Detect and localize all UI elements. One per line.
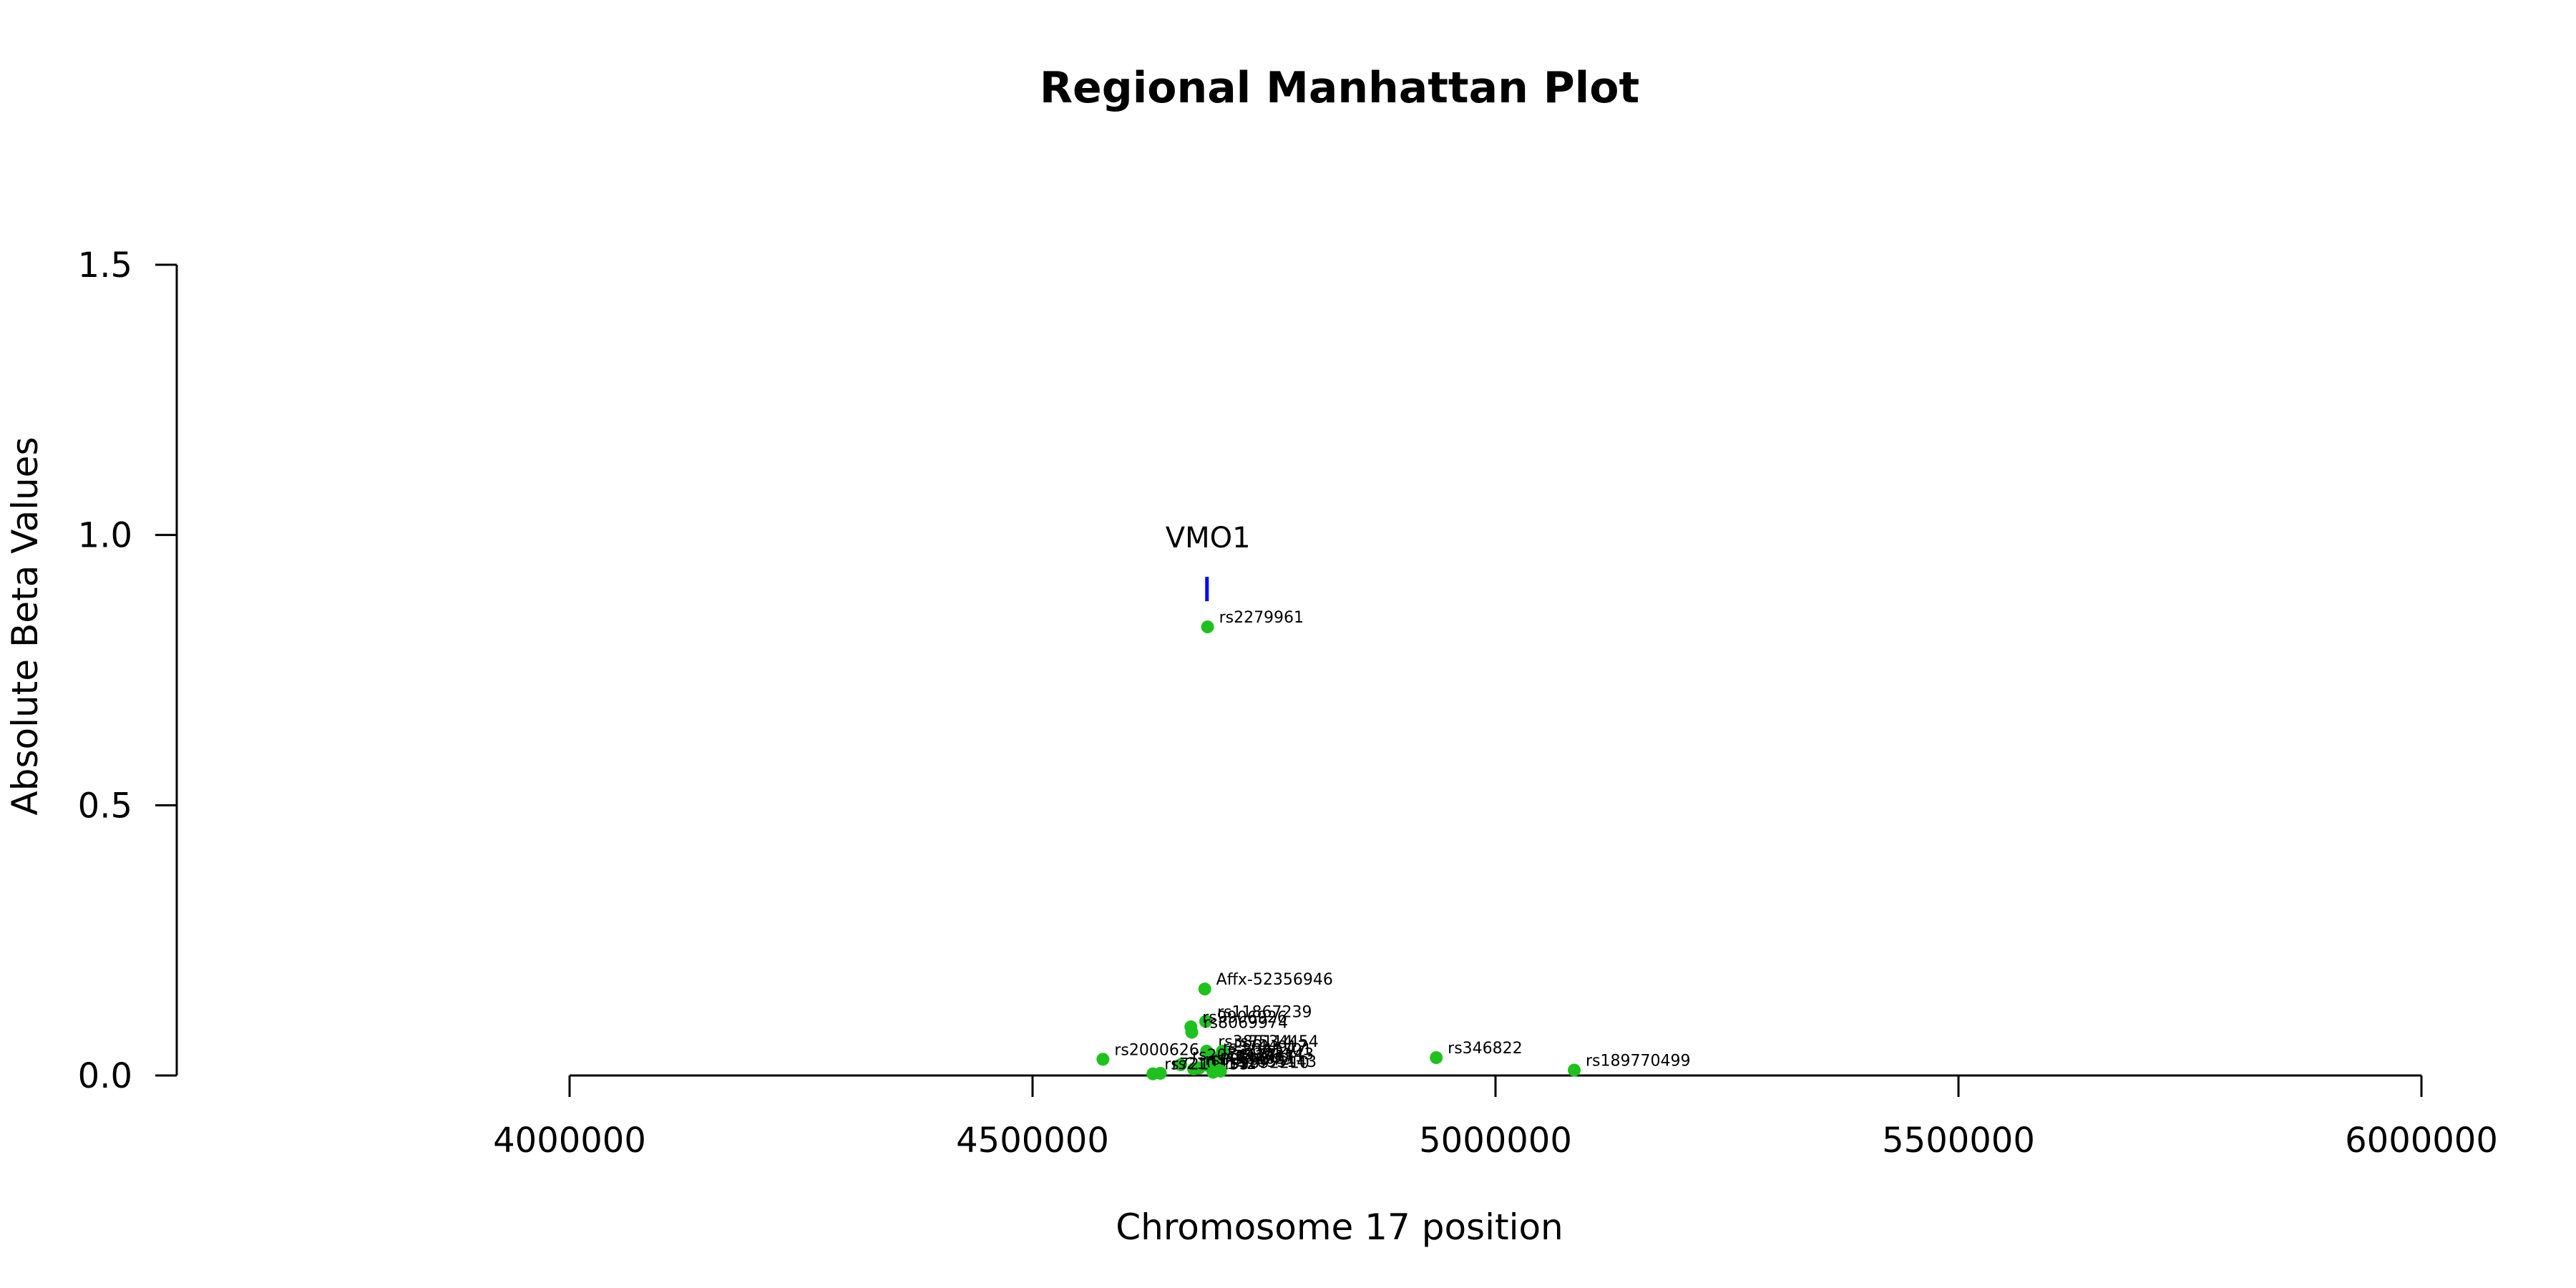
data-point (1567, 1063, 1581, 1077)
gene-label: VMO1 (1166, 522, 1251, 555)
y-tick-label: 1.5 (78, 245, 132, 286)
data-point (1146, 1067, 1160, 1080)
point-label: rs11867239 (1217, 1003, 1312, 1021)
data-point (1201, 620, 1214, 634)
point-label: rs9906926 (1202, 1009, 1287, 1027)
y-axis-ticks: 0.0 0.5 1.0 1.5 (78, 245, 177, 1096)
x-axis-label: Chromosome 17 position (1116, 1206, 1563, 1248)
point-label: rs189770499 (1586, 1052, 1690, 1070)
point-label: rs2041701 (1227, 1041, 1312, 1059)
point-label: rs9303143 (1229, 1045, 1314, 1063)
point-label: rs1055143 (1232, 1053, 1317, 1071)
point-label: rs8069974 (1204, 1015, 1289, 1033)
gene-bar (1205, 577, 1209, 602)
x-tick-label: 6000000 (2345, 1121, 2498, 1161)
y-tick-label: 0.5 (78, 786, 132, 826)
x-tick-label: 5500000 (1882, 1121, 2035, 1161)
x-axis-ticks: 4000000 4500000 5000000 5500000 6000000 (493, 1075, 2498, 1161)
chart-title: Regional Manhattan Plot (1040, 63, 1639, 113)
data-points: rs2279961 Affx-52356946 rs11867239rs990692… (1096, 609, 1690, 1080)
y-tick-label: 0.0 (78, 1056, 132, 1096)
point-label: rs2279961 (1219, 609, 1304, 627)
point-label: rs4986051 (1211, 1050, 1296, 1068)
data-point (1187, 1062, 1201, 1075)
point-label: rs3744917 (1223, 1039, 1308, 1057)
data-point (1174, 1058, 1188, 1071)
data-point (1198, 982, 1211, 996)
x-tick-label: 4500000 (956, 1121, 1109, 1161)
point-label: rs385114 (1218, 1033, 1293, 1051)
data-point (1214, 1064, 1227, 1078)
point-label: rs7534454 (1234, 1033, 1319, 1051)
point-label: rs2000626 (1114, 1041, 1199, 1059)
y-tick-label: 1.0 (78, 516, 132, 556)
point-label: rs346822 (1448, 1040, 1523, 1058)
data-point (1430, 1051, 1443, 1065)
point-label: rs9892210 (1224, 1054, 1309, 1072)
point-label: rs7217171 (1220, 1048, 1305, 1065)
data-point (1096, 1053, 1110, 1066)
x-tick-label: 4000000 (493, 1121, 646, 1161)
point-label: rs2074627 (1192, 1047, 1277, 1065)
y-axis-label: Absolute Beta Values (4, 437, 46, 816)
data-point (1185, 1025, 1199, 1039)
gene-annotations: VMO1 (1166, 522, 1251, 602)
x-tick-label: 5000000 (1419, 1121, 1572, 1161)
point-label: Affx-52356946 (1216, 971, 1333, 989)
point-label: rs7211155 (1164, 1056, 1249, 1074)
data-point (1199, 1015, 1212, 1028)
